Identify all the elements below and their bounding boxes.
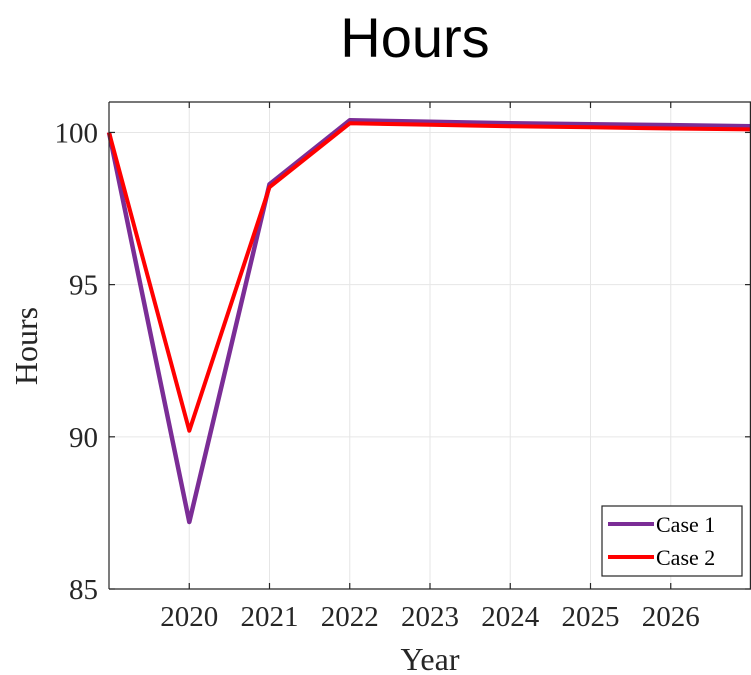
x-axis-label: Year [401, 641, 460, 675]
axes [108, 101, 751, 590]
series-line-1 [106, 118, 751, 525]
y-tick-label: 100 [55, 117, 99, 149]
y-tick-label: 85 [69, 574, 98, 606]
legend: Case 1 Case 2 [601, 505, 743, 577]
tick-labels: 2020 2021 2022 2023 2024 2025 2026 85 90 95 100 [55, 117, 700, 633]
y-tick-label: 95 [69, 270, 98, 302]
x-tick-label: 2021 [241, 601, 299, 633]
legend-label: Case 1 [656, 512, 715, 537]
x-tick-label: 2020 [160, 601, 218, 633]
chart-title: Hours [340, 6, 489, 69]
x-tick-label: 2024 [481, 601, 540, 633]
y-tick-label: 90 [69, 422, 98, 454]
x-tick-label: 2026 [642, 601, 700, 633]
y-axis-label: Hours [8, 307, 44, 385]
legend-label: Case 2 [656, 545, 715, 570]
series-lines [106, 118, 751, 525]
series-line-2 [107, 121, 751, 433]
x-tick-label: 2023 [401, 601, 459, 633]
x-tick-label: 2022 [321, 601, 379, 633]
x-tick-label: 2025 [562, 601, 620, 633]
legend-box [601, 505, 743, 577]
